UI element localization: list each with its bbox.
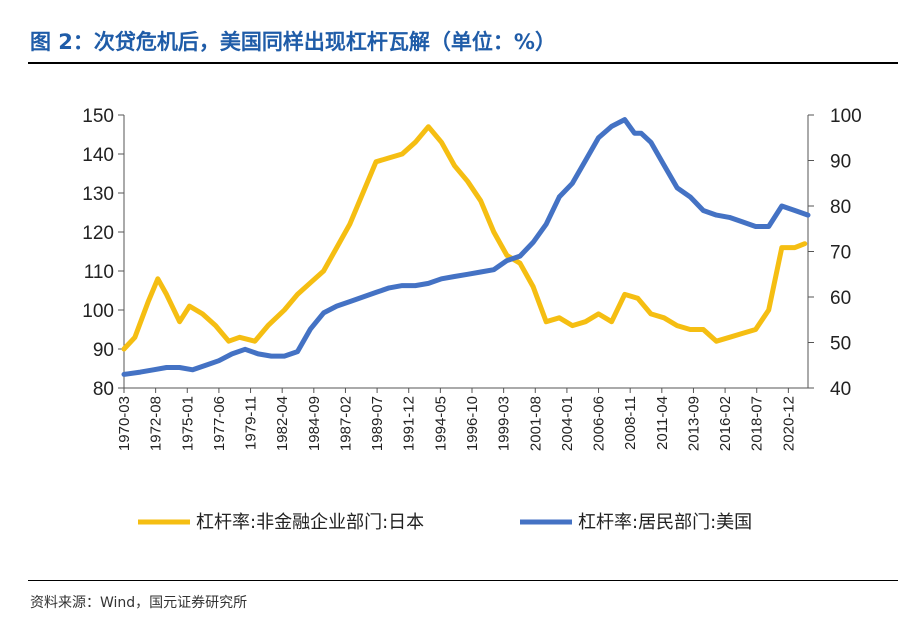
- x-tick-label: 1994-05: [432, 396, 449, 451]
- x-tick-label: 1991-12: [401, 396, 418, 451]
- x-tick-label: 2018-07: [749, 396, 766, 451]
- right-tick-label: 50: [830, 334, 851, 355]
- x-tick-label: 2004-01: [559, 396, 576, 451]
- right-tick-label: 70: [830, 243, 851, 264]
- source-note: 资料来源：Wind，国元证券研究所: [30, 595, 248, 611]
- x-tick-label: 2013-09: [685, 396, 702, 451]
- legend-label-japan: 杠杆率:非金融企业部门:日本: [196, 512, 424, 533]
- series-layer: [121, 117, 811, 377]
- right-tick-label: 40: [830, 379, 851, 400]
- x-tick-label: 1996-10: [464, 396, 481, 451]
- legend-label-us: 杠杆率:居民部门:美国: [578, 512, 752, 533]
- x-tick-label: 1972-08: [148, 396, 165, 451]
- left-tick-label: 130: [82, 184, 114, 205]
- x-tick-label: 1987-02: [337, 396, 354, 451]
- left-tick-label: 120: [82, 223, 114, 244]
- left-axis-ticks: 80 90 100 110 120 130 140 150: [82, 106, 124, 400]
- plot-frame: [123, 115, 809, 389]
- x-tick-label: 1989-07: [369, 396, 386, 451]
- series-line-japan: [121, 124, 808, 352]
- x-tick-label: 2001-08: [527, 396, 544, 451]
- right-tick-label: 60: [830, 288, 851, 309]
- right-tick-label: 100: [830, 106, 862, 127]
- x-tick-label: 2011-04: [654, 396, 671, 450]
- x-tick-label: 1970-03: [116, 396, 133, 451]
- x-axis-ticks: 1970-03 1972-08 1975-01 1977-06 1979-11 1982-…: [116, 388, 797, 451]
- dual-axis-line-chart: 80 90 100 110 120 130 140 150 40 50 60 70 80 90 100 1…: [82, 106, 862, 533]
- left-tick-label: 110: [84, 262, 114, 283]
- x-tick-label: 2006-06: [591, 396, 608, 451]
- title-rule: [28, 62, 898, 64]
- right-axis-ticks: 40 50 60 70 80 90 100: [808, 106, 862, 400]
- page-title: 图 2：次贷危机后，美国同样出现杠杆瓦解（单位：%）: [30, 30, 556, 54]
- x-tick-label: 2008-11: [622, 396, 639, 450]
- source-rule: [28, 580, 898, 581]
- x-tick-label: 1975-01: [179, 396, 196, 451]
- x-tick-label: 2020-12: [780, 396, 797, 451]
- left-tick-label: 100: [82, 301, 114, 322]
- x-tick-label: 1979-11: [243, 396, 260, 450]
- left-tick-label: 90: [93, 340, 114, 361]
- left-tick-label: 140: [82, 145, 114, 166]
- right-tick-label: 80: [830, 197, 851, 218]
- x-tick-label: 1977-06: [211, 396, 228, 451]
- x-tick-label: 1982-04: [274, 396, 291, 451]
- right-tick-label: 90: [830, 152, 851, 173]
- x-tick-label: 1984-09: [306, 396, 323, 451]
- x-tick-label: 2016-02: [717, 396, 734, 451]
- legend: 杠杆率:非金融企业部门:日本 杠杆率:居民部门:美国: [138, 512, 752, 533]
- left-tick-label: 80: [93, 379, 114, 400]
- series-line-us: [121, 117, 811, 377]
- x-tick-label: 1999-03: [496, 396, 513, 451]
- left-tick-label: 150: [82, 106, 114, 127]
